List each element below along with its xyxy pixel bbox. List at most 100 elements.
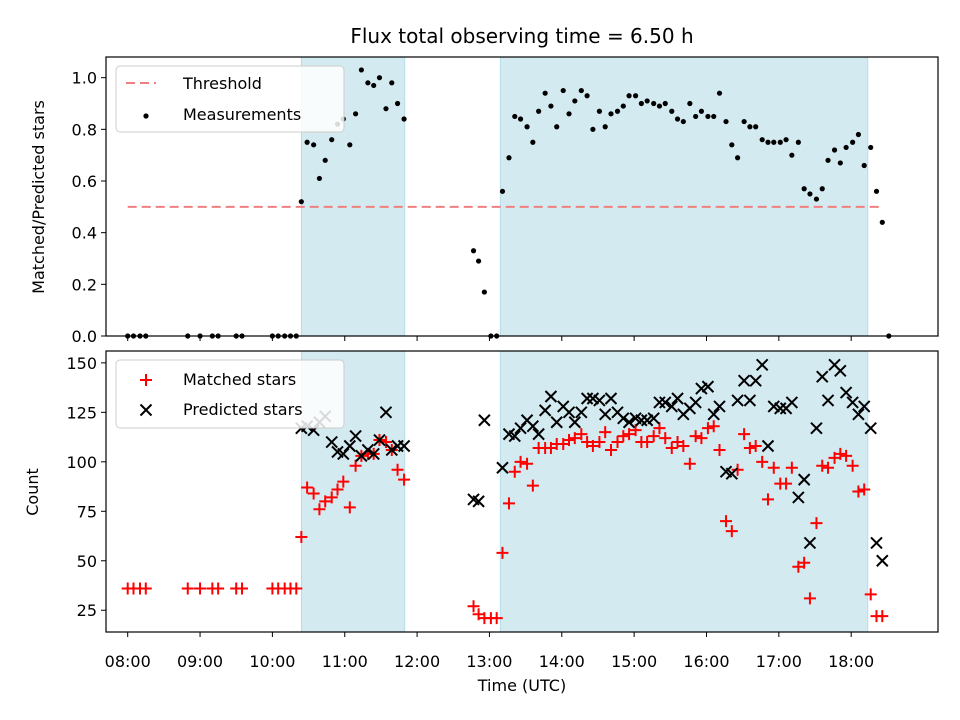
bottom-y-tick-label: 150 xyxy=(66,354,97,373)
predicted-star-marker xyxy=(349,429,362,443)
top-y-tick-label: 0.6 xyxy=(72,172,97,191)
measurement-point xyxy=(401,116,407,122)
measurement-point xyxy=(371,82,377,89)
predicted-star-marker xyxy=(373,433,386,447)
measurement-point xyxy=(855,131,862,138)
measurement-point xyxy=(311,142,317,148)
matched-star-marker xyxy=(695,432,708,445)
matched-star-marker xyxy=(659,432,672,445)
predicted-star-marker xyxy=(689,396,702,409)
x-tick-label: 13:00 xyxy=(466,652,512,671)
matched-star-marker xyxy=(798,556,811,569)
measurement-point xyxy=(783,137,789,143)
measurement-point xyxy=(873,188,880,194)
matched-star-marker xyxy=(720,515,733,528)
predicted-star-marker xyxy=(797,473,811,486)
measurement-point xyxy=(506,155,512,161)
measurement-point xyxy=(850,139,856,145)
predicted-star-marker xyxy=(397,439,411,453)
measurement-point xyxy=(365,80,371,86)
x-tick-label: 15:00 xyxy=(611,652,657,671)
measurement-point xyxy=(669,108,675,114)
measurement-point xyxy=(596,108,603,114)
shaded-interval xyxy=(499,350,869,633)
measurement-point xyxy=(656,103,663,109)
measurement-point xyxy=(590,126,596,132)
matched-star-marker xyxy=(665,441,678,454)
matched-star-marker xyxy=(514,455,527,468)
predicted-star-marker xyxy=(737,374,751,387)
predicted-star-marker xyxy=(604,392,618,405)
matched-star-marker xyxy=(301,481,314,494)
measurement-points xyxy=(125,67,892,339)
measurement-point xyxy=(759,137,765,143)
predicted-star-marker xyxy=(659,396,672,409)
x-tick-label: 12:00 xyxy=(394,652,440,671)
measurement-point xyxy=(316,175,323,182)
matched-star-marker xyxy=(586,439,599,452)
matched-star-marker xyxy=(852,485,865,498)
predicted-star-marker xyxy=(653,396,666,409)
bottom-legend-box xyxy=(115,359,345,429)
measurement-point xyxy=(716,90,723,96)
measurement-point xyxy=(693,113,699,120)
measurement-point xyxy=(620,103,626,109)
measurement-point xyxy=(548,103,554,109)
predicted-star-marker xyxy=(526,419,540,433)
matched-star-marker xyxy=(236,582,249,595)
bottom-y-tick-label: 125 xyxy=(66,403,97,422)
measurement-point xyxy=(662,100,668,107)
bottom-shaded-regions xyxy=(300,350,869,633)
matched-star-marker xyxy=(508,465,521,478)
predicted-star-marker xyxy=(325,435,338,449)
predicted-star-marker xyxy=(598,408,612,421)
matched-star-marker xyxy=(325,491,338,504)
matched-star-marker xyxy=(840,449,853,462)
x-tick-label: 11:00 xyxy=(322,652,368,671)
measurement-point xyxy=(879,219,885,225)
measurement-point xyxy=(680,118,686,125)
predicted-star-marker xyxy=(635,414,648,427)
measurement-point xyxy=(861,162,867,169)
matched-star-marker xyxy=(785,461,798,474)
matched-star-marker xyxy=(683,457,696,470)
predicted-star-marker xyxy=(508,429,521,443)
matched-star-marker xyxy=(521,457,534,470)
matched-star-marker xyxy=(337,475,350,488)
predicted-star-marker xyxy=(731,394,744,407)
matched-star-marker xyxy=(707,420,720,433)
measurement-point xyxy=(729,142,735,148)
predicted-star-marker xyxy=(622,416,636,429)
x-tick-label: 10:00 xyxy=(249,652,295,671)
measurement-point xyxy=(572,98,578,104)
measurement-point xyxy=(322,157,328,163)
measurement-point xyxy=(542,90,548,96)
matched-star-marker xyxy=(295,531,308,544)
matched-star-marker xyxy=(767,461,780,474)
matched-star-marker xyxy=(212,582,225,595)
legend-predicted-swatch xyxy=(139,403,153,417)
measurement-point xyxy=(608,111,614,117)
measurement-point xyxy=(481,289,487,295)
matched-star-marker xyxy=(604,443,617,456)
matched-star-marker xyxy=(593,436,606,449)
measurement-point xyxy=(837,160,843,166)
top-x-ticks xyxy=(127,336,852,341)
matched-star-marker xyxy=(876,610,889,623)
bottom-y-tick-label: 75 xyxy=(77,502,97,521)
predicted-star-marker xyxy=(361,443,375,457)
top-axes-frame xyxy=(105,56,939,337)
measurement-point xyxy=(475,258,482,264)
measurement-point xyxy=(578,87,584,94)
matched-stars-markers xyxy=(121,420,889,625)
predicted-star-marker xyxy=(857,400,871,413)
measurement-point xyxy=(626,93,632,99)
legend-threshold-label: Threshold xyxy=(182,74,262,93)
matched-star-marker xyxy=(398,473,411,486)
predicted-star-marker xyxy=(671,392,684,405)
measurement-point xyxy=(674,116,681,122)
matched-star-marker xyxy=(725,525,738,538)
predicted-star-marker xyxy=(852,408,865,421)
predicted-star-marker xyxy=(713,400,726,413)
